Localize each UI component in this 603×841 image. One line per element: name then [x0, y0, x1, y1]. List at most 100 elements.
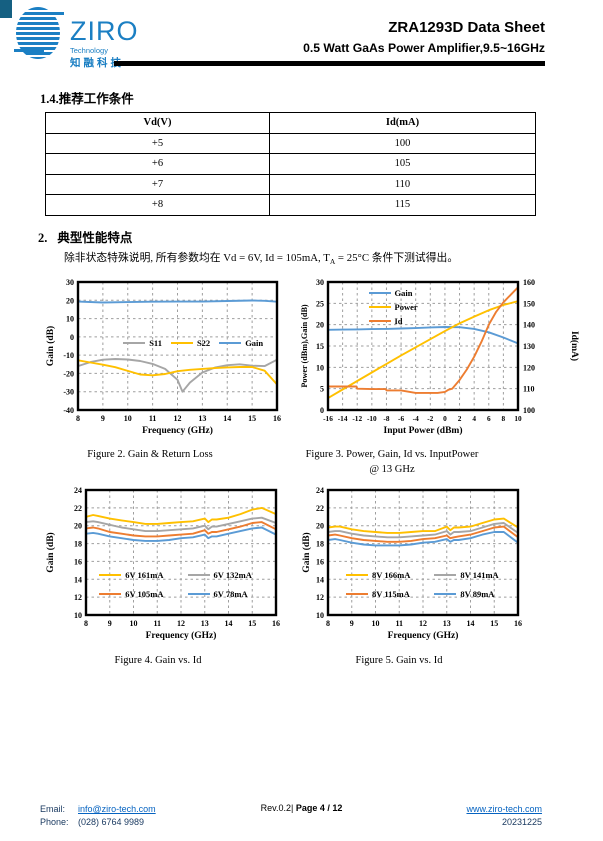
legend-swatch-line: [368, 306, 391, 309]
svg-text:18: 18: [316, 540, 324, 549]
table-cell: +5: [45, 132, 270, 154]
svg-text:12: 12: [316, 593, 324, 602]
svg-text:100: 100: [523, 406, 535, 415]
table-row: +5 100: [45, 132, 536, 154]
svg-text:Power (dBm),Gain (dB): Power (dBm),Gain (dB): [300, 304, 309, 388]
svg-text:-12: -12: [352, 414, 362, 423]
svg-text:5: 5: [320, 385, 324, 394]
svg-text:20: 20: [316, 522, 324, 531]
table-header-row: Vd(V) Id(mA): [45, 112, 536, 134]
svg-text:120: 120: [523, 363, 535, 372]
svg-text:24: 24: [74, 486, 82, 495]
svg-text:16: 16: [74, 557, 82, 566]
legend-entry: Power: [368, 302, 418, 312]
table-header-vd: Vd(V): [45, 112, 270, 134]
figure2-gain-return-loss-chart: 8 9 10 11 12 13 14 15 16 -40 -30 -20 -10 0 10 20 30 Frequ…: [44, 277, 284, 437]
page-footer: Email: info@ziro-tech.com Phone: (028) 676…: [0, 803, 603, 833]
table-cell: 100: [269, 132, 536, 154]
legend-label: 6V 161mA: [125, 570, 164, 580]
svg-text:8: 8: [84, 619, 88, 628]
legend-entry: 6V 132mA: [187, 570, 252, 580]
svg-text:9: 9: [108, 619, 112, 628]
logo-wordmark: ZIRO: [70, 16, 139, 46]
svg-text:-8: -8: [383, 414, 389, 423]
svg-text:130: 130: [523, 342, 535, 351]
figure3-caption: Figure 3. Power, Gain, Id vs. InputPower…: [305, 449, 479, 476]
svg-text:4: 4: [472, 414, 476, 423]
svg-text:12: 12: [174, 414, 182, 423]
legend-label: 6V 105mA: [125, 589, 164, 599]
svg-text:11: 11: [149, 414, 157, 423]
table-cell: 105: [269, 153, 536, 175]
legend-entry: S11: [123, 338, 162, 348]
svg-text:Frequency (GHz): Frequency (GHz): [142, 425, 213, 436]
legend-swatch-line: [170, 341, 193, 344]
svg-text:20: 20: [66, 296, 74, 305]
svg-text:Frequency (GHz): Frequency (GHz): [388, 630, 459, 641]
svg-text:16: 16: [514, 619, 522, 628]
fig4-legend: 6V 161mA 6V 132mA 6V 105mA 6V 78mA: [99, 570, 252, 599]
legend-label: Gain: [394, 288, 413, 299]
svg-text:10: 10: [316, 611, 324, 620]
legend-swatch-line: [99, 593, 122, 595]
svg-text:22: 22: [74, 504, 82, 513]
legend-label: 8V 141mA: [460, 570, 499, 580]
svg-text:14: 14: [223, 414, 231, 423]
figure4-gain-vs-id-chart: 8 9 10 11 12 13 14 15 16 10 12 14 16 18 20 22 24 Frequenc…: [44, 482, 284, 642]
legend-swatch-line: [219, 341, 242, 344]
svg-text:30: 30: [316, 278, 324, 287]
legend-label: Id: [394, 316, 403, 327]
legend-label: 8V 115mA: [372, 589, 410, 599]
svg-text:Gain (dB): Gain (dB): [45, 326, 56, 366]
subscript-a: A: [329, 257, 336, 267]
svg-text:12: 12: [74, 593, 82, 602]
email-link[interactable]: info@ziro-tech.com: [78, 804, 156, 814]
website-link[interactable]: www.ziro-tech.com: [466, 804, 542, 814]
legend-label: S11: [149, 337, 162, 348]
svg-text:22: 22: [316, 504, 324, 513]
svg-text:140: 140: [523, 321, 535, 330]
svg-text:10: 10: [372, 619, 380, 628]
legend-swatch-line: [187, 574, 210, 576]
legend-swatch-line: [99, 574, 122, 576]
fig3-legend: Gain Power Id: [368, 288, 418, 327]
legend-entry: S22: [170, 338, 210, 348]
table-header-id: Id(mA): [269, 112, 536, 134]
svg-text:15: 15: [316, 342, 324, 351]
legend-swatch-line: [368, 292, 391, 295]
svg-text:24: 24: [316, 486, 324, 495]
legend-entry: Gain: [368, 288, 418, 299]
legend-entry: 8V 166mA: [346, 570, 410, 580]
svg-text:160: 160: [523, 278, 535, 287]
svg-text:25: 25: [316, 299, 324, 308]
svg-text:9: 9: [350, 619, 354, 628]
svg-text:15: 15: [490, 619, 498, 628]
legend-label: 8V 89mA: [460, 589, 495, 599]
svg-text:15: 15: [248, 619, 256, 628]
footer-date: 20231225: [501, 817, 542, 828]
ziro-logo-globe-icon: [14, 5, 64, 68]
legend-label: 6V 78mA: [213, 589, 248, 599]
table-cell: +6: [45, 153, 270, 175]
svg-text:20: 20: [316, 321, 324, 330]
figure3-power-gain-id-chart: -16 -14 -12 -10 -8 -6 -4 -2 0 2 4 6 8 10 0 5 10 15 20 25 30 1…: [298, 277, 580, 437]
legend-label: 6V 132mA: [213, 570, 252, 580]
header-divider-line: [114, 61, 545, 66]
svg-text:30: 30: [66, 278, 74, 287]
svg-text:0: 0: [70, 333, 74, 342]
svg-text:Gain (dB): Gain (dB): [45, 532, 56, 572]
svg-text:14: 14: [467, 619, 475, 628]
svg-text:10: 10: [66, 315, 74, 324]
legend-swatch-line: [187, 593, 210, 595]
svg-text:0: 0: [320, 406, 324, 415]
svg-text:10: 10: [514, 414, 522, 423]
svg-text:10: 10: [74, 611, 82, 620]
svg-text:Gain (dB): Gain (dB): [301, 532, 312, 572]
svg-text:10: 10: [130, 619, 138, 628]
figure5-caption: Figure 5. Gain vs. Id: [355, 655, 443, 666]
svg-text:-10: -10: [367, 414, 377, 423]
figure5-gain-vs-id-chart: 8 9 10 11 12 13 14 15 16 10 12 14 16 18 20 22 24 Frequenc…: [300, 482, 530, 642]
table-cell: 115: [269, 194, 536, 216]
svg-text:6: 6: [487, 414, 491, 423]
document-title: ZRA1293D Data Sheet: [388, 19, 545, 36]
